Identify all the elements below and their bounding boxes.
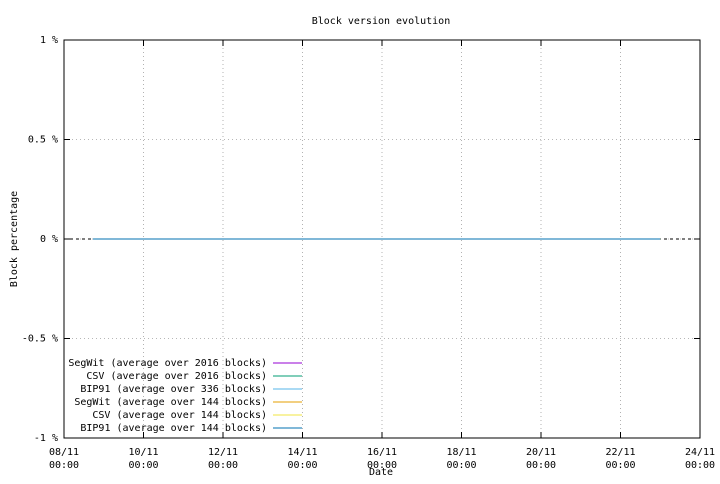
legend-label: BIP91 (average over 336 blocks) [80, 384, 267, 395]
legend-label: CSV (average over 144 blocks) [92, 410, 267, 421]
x-tick-label: 16/11 00:00 [367, 447, 397, 471]
chart-title: Block version evolution [312, 16, 450, 27]
legend-label: CSV (average over 2016 blocks) [86, 371, 267, 382]
x-tick-label: 12/11 00:00 [208, 447, 238, 471]
y-tick-label: 0 % [40, 234, 58, 245]
x-tick-label: 18/11 00:00 [446, 447, 476, 471]
x-tick-label: 10/11 00:00 [128, 447, 158, 471]
x-tick-label: 08/11 00:00 [49, 447, 79, 471]
legend-label: SegWit (average over 144 blocks) [74, 397, 267, 408]
plot-frame [63, 39, 701, 439]
y-axis-label: Block percentage [9, 191, 20, 287]
x-tick-label: 22/11 00:00 [605, 447, 635, 471]
legend-label: BIP91 (average over 144 blocks) [80, 423, 267, 434]
x-tick-label: 20/11 00:00 [526, 447, 556, 471]
y-tick-label: 1 % [40, 35, 58, 46]
x-axis-label: Date [369, 467, 393, 478]
x-tick-label: 24/11 00:00 [685, 447, 715, 471]
y-tick-label: -1 % [34, 433, 58, 444]
y-tick-label: 0.5 % [28, 135, 58, 146]
y-tick-label: -0.5 % [22, 334, 58, 345]
legend-label: SegWit (average over 2016 blocks) [68, 358, 267, 369]
x-tick-label: 14/11 00:00 [287, 447, 317, 471]
